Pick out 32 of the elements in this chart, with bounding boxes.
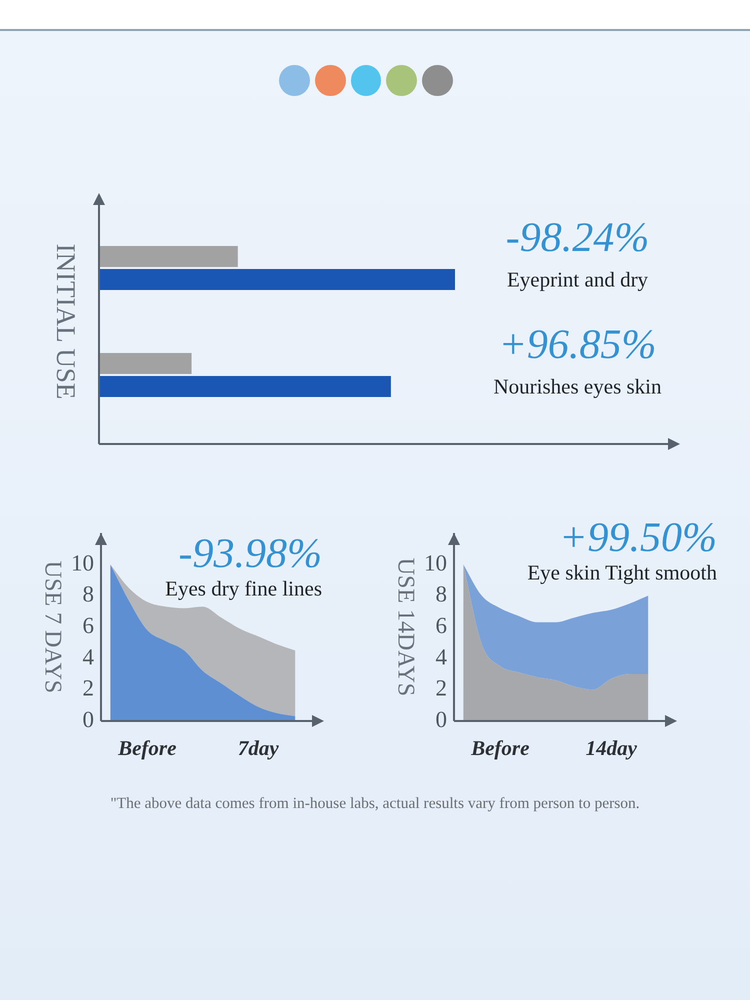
text: "The above data comes from in-house labs, actual results vary from person to person. [109,795,641,813]
text: -98.24% [506,215,650,262]
x-tick-label: Before [470,736,530,760]
y-tick-label: 2 [82,676,94,701]
y-axis-title: INITIAL USE [50,244,81,400]
y-tick-label: 0 [436,707,447,732]
x-tick-label: Before [117,736,176,760]
y-tick-label: 6 [82,613,94,638]
bar [99,246,238,267]
x-tick-label: 7day [238,736,280,760]
y-tick-label: 2 [436,676,447,701]
bar [99,376,391,397]
y-tick-label: 10 [71,550,94,576]
y-tick-label: 0 [82,707,94,732]
y-tick-label: 8 [436,582,447,607]
y-tick-label: 4 [436,644,448,670]
text: +96.85% [498,322,656,368]
annotation: Eyes dry fine lines [165,576,322,601]
bar [99,353,192,374]
y-tick-label: 6 [436,613,447,638]
y-axis-title: USE 14DAYS [392,558,419,696]
y-tick-label: Eyeprint and dry [506,268,649,292]
x-tick-label: 14day [586,736,638,760]
y-tick-label: 10 [424,550,447,576]
y-tick-label: 8 [82,582,94,607]
y-tick-label: Nourishes eyes skin [494,374,662,399]
y-tick-label: 4 [82,644,94,670]
annotation: -93.98% [178,531,322,578]
annotation: +99.50% [559,515,717,562]
bar [99,269,455,290]
y-axis-title: USE 7 DAYS [40,560,66,694]
annotation: Eye skin Tight smooth [527,560,718,585]
